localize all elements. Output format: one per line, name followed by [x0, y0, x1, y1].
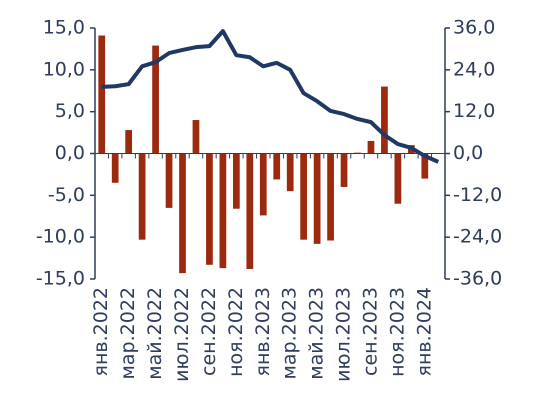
y2-tick-label: 36,0: [453, 17, 495, 39]
x-tick-label: янв.2022: [90, 287, 112, 376]
bar: [394, 153, 402, 204]
y-tick-label: 0,0: [55, 142, 85, 164]
bar: [232, 153, 240, 209]
x-tick-label: ноя.2022: [225, 287, 247, 377]
y2-tick-label: 24,0: [453, 58, 495, 80]
y-tick-label: -10,0: [36, 226, 85, 248]
bar: [98, 35, 106, 154]
line: [101, 29, 440, 164]
bar: [381, 86, 388, 154]
y-tick-label: 15,0: [43, 17, 85, 39]
bar: [138, 153, 146, 240]
y-tick-label: -15,0: [36, 268, 85, 290]
bar: [165, 153, 173, 208]
bar: [259, 153, 267, 216]
y2-tick-label: 12,0: [453, 100, 495, 122]
bar: [327, 153, 334, 241]
bar: [313, 153, 321, 244]
bar: [273, 153, 281, 180]
bar: [206, 153, 213, 265]
x-tick-label: сен.2023: [359, 287, 381, 376]
y2-tick-label: 0,0: [453, 142, 483, 164]
x-tick-label: мар.2023: [279, 287, 301, 379]
bar: [219, 153, 227, 269]
y-tick-label: 10,0: [43, 58, 85, 80]
bar: [179, 153, 186, 274]
bar: [300, 153, 308, 240]
bar: [286, 153, 294, 192]
x-tick-label: июл.2022: [171, 287, 193, 382]
x-tick-label: сен.2022: [198, 287, 220, 376]
x-tick-label: июл.2023: [333, 287, 355, 382]
bar: [152, 45, 159, 154]
y2-tick-label: -36,0: [453, 268, 502, 290]
bar: [192, 120, 200, 154]
y2-tick-label: -24,0: [453, 226, 502, 248]
bar: [421, 153, 429, 179]
y2-tick-label: -12,0: [453, 184, 502, 206]
bar: [246, 153, 254, 269]
x-tick-label: янв.2024: [413, 287, 435, 376]
y-tick-label: 5,0: [55, 100, 85, 122]
bar: [340, 153, 348, 187]
bar: [367, 140, 375, 154]
x-tick-label: ноя.2023: [386, 287, 408, 377]
y-tick-label: -5,0: [48, 184, 85, 206]
x-tick-label: мар.2022: [117, 287, 139, 379]
bar: [125, 130, 133, 154]
x-tick-label: май.2022: [144, 287, 166, 380]
x-tick-label: янв.2023: [252, 287, 274, 376]
bar: [111, 153, 119, 183]
x-tick-label: май.2023: [306, 287, 328, 380]
